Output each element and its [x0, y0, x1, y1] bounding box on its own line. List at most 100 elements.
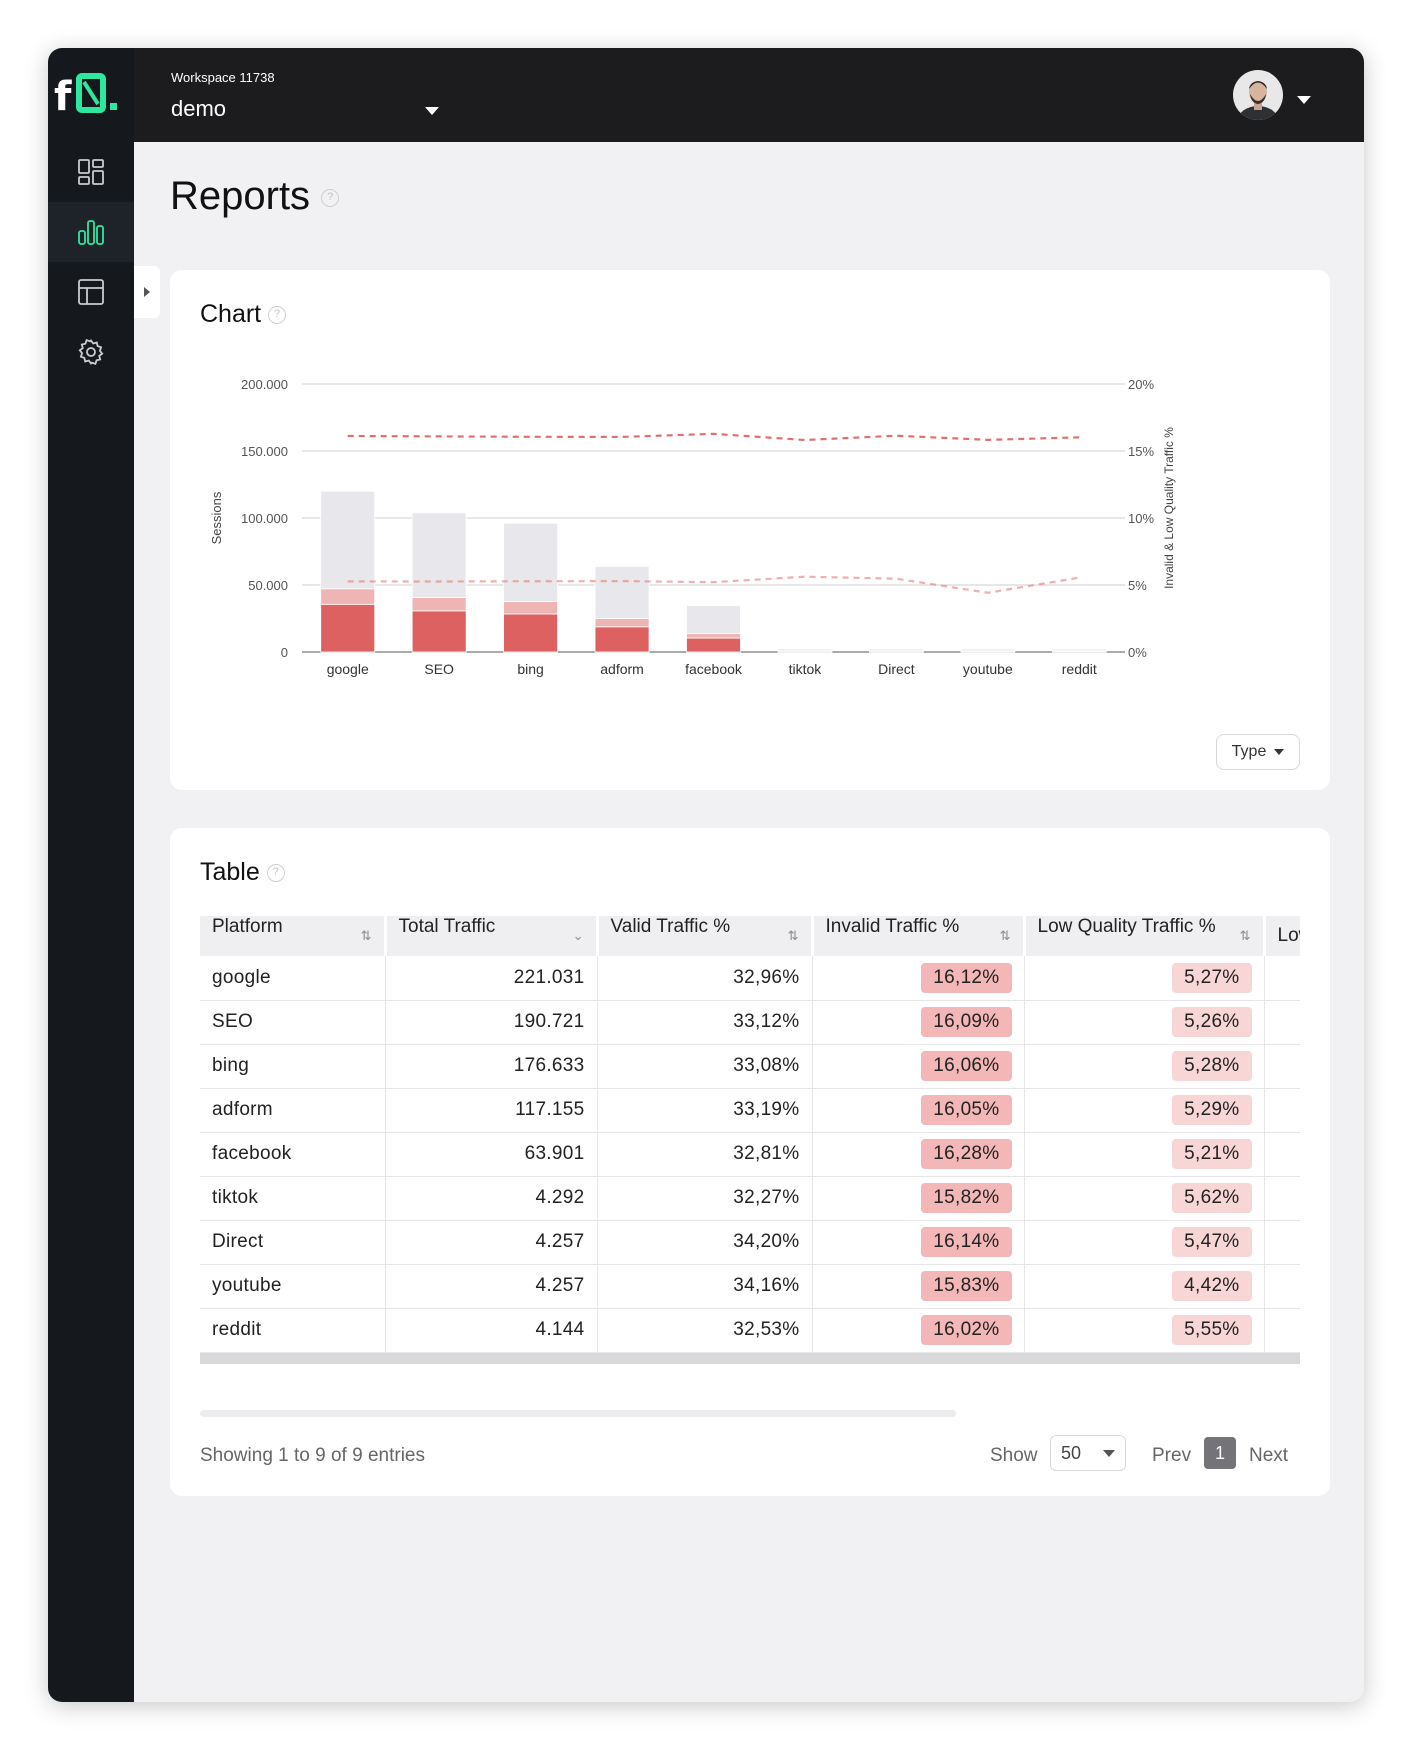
table-row[interactable]: reddit 4.144 32,53% 16,02% 5,55%	[200, 1308, 1300, 1353]
user-avatar[interactable]	[1233, 70, 1283, 120]
sidebar-item-layout[interactable]	[48, 262, 134, 322]
help-icon[interactable]: ?	[266, 864, 285, 883]
cell-low-quality-traffic: 5,28%	[1024, 1044, 1265, 1089]
column-header-total-traffic[interactable]: Total Traffic ⌄	[385, 916, 599, 956]
y2-tick-label: 20%	[1128, 377, 1154, 392]
low-quality-badge: 5,27%	[1172, 962, 1252, 993]
x-tick-label: adform	[600, 661, 644, 677]
bar-invalid	[686, 637, 741, 653]
bar-valid	[960, 648, 1016, 652]
cell-low-quality-traffic: 5,26%	[1024, 1000, 1265, 1045]
sidebar-expand-toggle[interactable]	[134, 266, 160, 318]
column-header-valid-traffic[interactable]: Valid Traffic % ⇅	[597, 916, 814, 956]
invalid-badge: 16,14%	[921, 1227, 1012, 1257]
table-row[interactable]: tiktok 4.292 32,27% 15,82% 5,62%	[200, 1176, 1300, 1221]
sort-icon[interactable]: ⇅	[999, 928, 1011, 943]
workspace-caret-icon[interactable]	[424, 103, 440, 121]
bar-valid	[686, 605, 741, 634]
low-quality-badge: 5,26%	[1172, 1007, 1252, 1037]
next-page-button[interactable]: Next	[1249, 1445, 1289, 1466]
data-table-wrapper[interactable]: Platform ⇅ Total Traffic ⌄ Valid Traffic %…	[200, 916, 1300, 1364]
sidebar-item-dashboard[interactable]	[48, 142, 134, 202]
y-tick-label: 150.000	[241, 444, 288, 459]
cell-total-traffic: 4.292	[385, 1176, 598, 1221]
total-cell: 5,27%	[1024, 1352, 1264, 1364]
bar-low-quality	[503, 601, 559, 615]
table-row[interactable]: facebook 63.901 32,81% 16,28% 5,21%	[200, 1132, 1300, 1177]
cell-platform: tiktok	[200, 1176, 386, 1221]
x-tick-label: tiktok	[789, 661, 823, 677]
y2-tick-label: 10%	[1128, 511, 1154, 526]
column-header-platform[interactable]: Platform ⇅	[200, 916, 387, 956]
cell-total-traffic: 117.155	[385, 1088, 598, 1133]
layout-panel-icon	[78, 279, 104, 305]
chart-type-dropdown[interactable]: Type	[1216, 734, 1300, 770]
x-tick-label: google	[327, 661, 369, 677]
chart-area: 0 50.000 100.000 150.000 200.000 0% 5% 10% 15% 20…	[209, 377, 1176, 677]
cell-platform: adform	[200, 1088, 386, 1133]
table-row[interactable]: youtube 4.257 34,16% 15,83% 4,42%	[200, 1264, 1300, 1309]
cell-total-traffic: 221.031	[385, 956, 598, 1001]
sort-icon[interactable]: ⇅	[1239, 928, 1251, 943]
sidebar-item-reports[interactable]	[48, 202, 134, 262]
table-card-title: Table ?	[200, 858, 285, 887]
invalid-badge: 16,05%	[921, 1095, 1012, 1125]
horizontal-scrollbar[interactable]	[200, 1410, 956, 1417]
chart-card: Chart ? 0 50.000 100.000 150.000 200.000 0% 5%…	[170, 270, 1330, 790]
cell-low-quality-traffic: 4,42%	[1024, 1264, 1265, 1309]
prev-page-button[interactable]: Prev	[1152, 1445, 1192, 1466]
data-table: Platform ⇅ Total Traffic ⌄ Valid Traffic %…	[200, 916, 1300, 1364]
page-size-select[interactable]: 50	[1050, 1435, 1126, 1471]
cell-platform: SEO	[200, 1000, 386, 1045]
help-icon[interactable]: ?	[321, 189, 340, 208]
x-tick-label: bing	[517, 661, 543, 677]
table-row[interactable]: SEO 190.721 33,12% 16,09% 5,26%	[200, 1000, 1300, 1045]
sidebar: f	[48, 48, 134, 1702]
page-button-1[interactable]: 1	[1204, 1437, 1236, 1469]
cell-platform: bing	[200, 1044, 386, 1089]
column-header-low-quality-traffic[interactable]: Low Quality Traffic % ⇅	[1024, 916, 1266, 956]
user-menu-caret-icon[interactable]	[1296, 92, 1312, 110]
cell-valid-traffic: 33,08%	[597, 1044, 813, 1089]
y-axis-label: Sessions	[209, 491, 224, 544]
cell-low-quality-traffic: 5,29%	[1024, 1088, 1265, 1133]
column-header-invalid-traffic[interactable]: Invalid Traffic % ⇅	[812, 916, 1026, 956]
y-tick-label: 100.000	[241, 511, 288, 526]
cell-valid-traffic: 32,53%	[597, 1308, 813, 1353]
help-icon[interactable]: ?	[268, 306, 287, 325]
cell-valid-traffic: 32,96%	[597, 956, 813, 1001]
sort-desc-icon[interactable]: ⌄	[572, 928, 584, 943]
bar-low-quality	[594, 618, 650, 628]
low-quality-badge: 5,55%	[1172, 1315, 1252, 1345]
x-tick-label: SEO	[424, 661, 454, 677]
sort-icon[interactable]: ⇅	[360, 928, 372, 943]
low-quality-badge: 5,28%	[1172, 1051, 1252, 1081]
table-row[interactable]: bing 176.633 33,08% 16,06% 5,28%	[200, 1044, 1300, 1089]
cell-invalid-traffic: 16,12%	[812, 956, 1025, 1001]
cell-low	[1264, 1176, 1300, 1221]
cell-total-traffic: 190.721	[385, 1000, 598, 1045]
sidebar-item-settings[interactable]	[48, 322, 134, 382]
table-row[interactable]: google 221.031 32,96% 16,12% 5,27%	[200, 956, 1300, 1001]
table-row[interactable]: Direct 4.257 34,20% 16,14% 5,47%	[200, 1220, 1300, 1265]
cell-invalid-traffic: 16,14%	[812, 1220, 1025, 1265]
cell-platform: facebook	[200, 1132, 386, 1177]
app-logo[interactable]: f	[54, 70, 130, 120]
svg-text:f: f	[54, 74, 72, 118]
low-quality-traffic-line	[347, 575, 1080, 594]
invalid-badge: 16,12%	[921, 962, 1012, 993]
dashboard-grid-icon	[78, 159, 104, 185]
bar-valid	[411, 512, 467, 598]
total-cell: 16,10%	[812, 1352, 1024, 1364]
invalid-badge: 16,09%	[921, 1007, 1012, 1037]
sort-icon[interactable]: ⇅	[787, 928, 799, 943]
total-cell	[1264, 1352, 1300, 1364]
table-row[interactable]: adform 117.155 33,19% 16,05% 5,29%	[200, 1088, 1300, 1133]
caret-down-icon	[1274, 749, 1285, 755]
bar-invalid	[503, 613, 559, 653]
workspace-selector[interactable]: demo	[171, 96, 227, 121]
table-header-row: Platform ⇅ Total Traffic ⌄ Valid Traffic %…	[200, 916, 1300, 956]
workspace-label: Workspace 11738	[171, 70, 275, 85]
cell-valid-traffic: 34,20%	[597, 1220, 813, 1265]
column-header-low[interactable]: Low	[1264, 916, 1300, 956]
